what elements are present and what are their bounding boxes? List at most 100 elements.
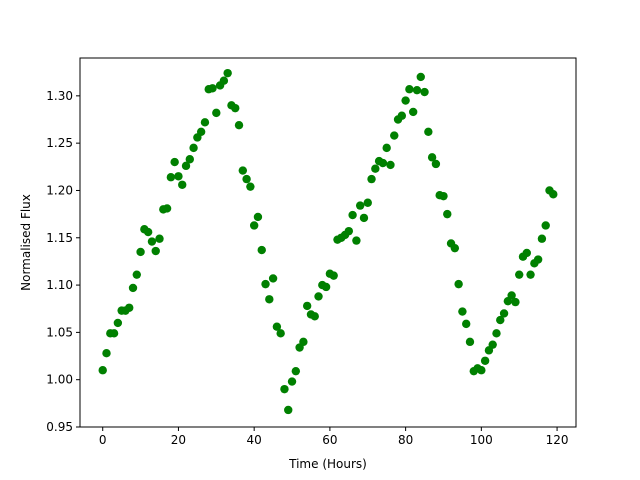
data-point xyxy=(287,377,297,386)
data-point xyxy=(223,68,232,78)
data-point xyxy=(162,204,172,213)
data-point xyxy=(367,174,376,184)
data-point xyxy=(178,180,187,189)
plot-frame xyxy=(79,57,577,428)
x-axis-label: Time (Hours) xyxy=(288,457,367,471)
x-tick-label: 20 xyxy=(171,433,186,447)
data-point xyxy=(234,120,244,130)
data-point xyxy=(147,237,157,246)
data-point xyxy=(310,312,319,321)
data-point xyxy=(499,309,509,318)
data-point xyxy=(549,190,558,199)
data-point xyxy=(465,337,475,347)
data-point xyxy=(412,85,422,95)
y-axis-ticks: 0.95 1.00 1.05 1.10 1.15 1.20 1.25 1.30 xyxy=(46,89,80,434)
data-point xyxy=(359,213,369,223)
data-point xyxy=(363,198,372,207)
data-point xyxy=(170,157,179,167)
data-point xyxy=(268,274,278,283)
data-point xyxy=(261,279,270,289)
data-point xyxy=(427,153,437,162)
data-point xyxy=(352,236,361,245)
data-point xyxy=(246,182,255,191)
data-point xyxy=(212,108,221,118)
data-point xyxy=(420,87,429,97)
points-layer xyxy=(98,68,558,415)
data-point xyxy=(477,366,486,375)
data-point xyxy=(450,243,460,253)
data-point xyxy=(537,234,547,243)
data-point xyxy=(382,143,391,153)
data-point xyxy=(242,174,251,184)
y-tick-label: 1.05 xyxy=(46,325,73,339)
data-point xyxy=(189,143,198,153)
data-point xyxy=(238,166,248,175)
data-point xyxy=(185,155,194,164)
data-point xyxy=(166,173,176,182)
data-point xyxy=(397,111,407,120)
data-point xyxy=(533,255,543,264)
y-tick-label: 0.95 xyxy=(46,420,73,434)
data-point xyxy=(128,283,138,293)
data-point xyxy=(401,96,410,105)
x-axis-ticks: 0 20 40 60 80 100 120 xyxy=(99,427,569,447)
data-point xyxy=(102,349,111,358)
y-tick-label: 1.10 xyxy=(46,278,73,292)
data-point xyxy=(249,221,259,230)
y-tick-label: 1.15 xyxy=(46,231,73,245)
data-point xyxy=(200,118,210,127)
data-point xyxy=(386,160,395,170)
data-point xyxy=(136,247,145,257)
y-tick-label: 1.30 xyxy=(46,89,73,103)
data-point xyxy=(424,127,433,136)
data-point xyxy=(405,85,414,94)
data-point xyxy=(408,107,418,117)
data-point xyxy=(219,76,229,85)
data-point xyxy=(458,307,467,316)
data-point xyxy=(302,301,312,311)
y-tick-label: 1.00 xyxy=(46,373,73,387)
data-point xyxy=(132,270,141,279)
data-point xyxy=(511,297,520,307)
data-point xyxy=(291,366,301,376)
data-point xyxy=(280,384,289,394)
y-axis-label: Normalised Flux xyxy=(19,194,33,291)
data-point xyxy=(480,356,490,365)
data-point xyxy=(113,318,123,328)
data-point xyxy=(371,164,380,173)
data-point xyxy=(348,210,357,220)
data-point xyxy=(196,127,206,136)
data-point xyxy=(284,405,293,415)
data-point xyxy=(454,279,463,289)
data-point xyxy=(257,245,266,255)
data-point xyxy=(515,270,524,279)
data-point xyxy=(299,337,308,347)
data-point xyxy=(522,248,531,258)
data-point xyxy=(355,201,365,210)
data-point xyxy=(314,292,323,301)
data-point xyxy=(431,159,441,169)
x-tick-label: 80 xyxy=(398,433,413,447)
data-point xyxy=(416,72,425,82)
data-point xyxy=(151,246,160,256)
data-point xyxy=(488,340,497,349)
data-point xyxy=(231,103,240,113)
data-point xyxy=(492,329,501,338)
data-point xyxy=(265,295,274,304)
data-point xyxy=(125,303,134,312)
data-point xyxy=(98,366,107,375)
data-point xyxy=(496,315,505,325)
data-point xyxy=(181,161,191,171)
data-point xyxy=(143,227,153,237)
data-point xyxy=(253,212,263,222)
data-point xyxy=(378,158,388,168)
x-tick-label: 100 xyxy=(470,433,493,447)
data-point xyxy=(439,191,448,201)
y-tick-label: 1.25 xyxy=(46,136,73,150)
data-point xyxy=(109,329,119,338)
data-point xyxy=(443,209,452,219)
x-tick-label: 40 xyxy=(247,433,262,447)
data-point xyxy=(272,322,282,331)
